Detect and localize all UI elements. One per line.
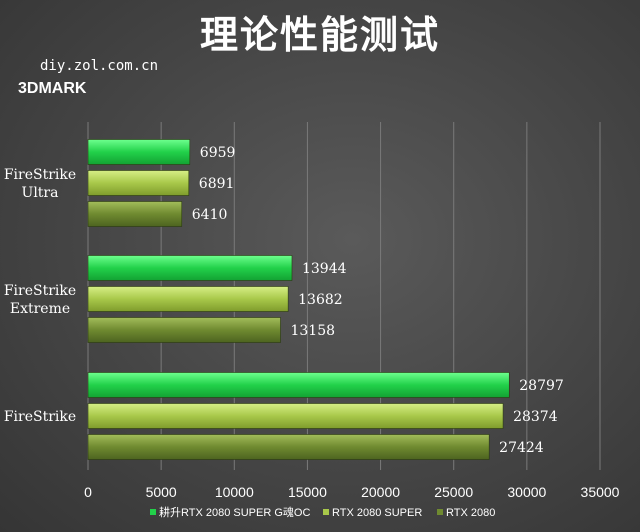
data-label: 6959 — [200, 145, 236, 161]
legend-label: 耕升RTX 2080 SUPER G魂OC — [159, 505, 310, 519]
x-tick-label: 15000 — [288, 484, 327, 500]
category-label: FireStrike Ultra — [4, 167, 76, 201]
category-label: FireStrike — [4, 409, 76, 425]
bar — [87, 372, 510, 398]
site-watermark: diy.zol.com.cn — [40, 58, 159, 74]
legend-label: RTX 2080 SUPER — [332, 507, 422, 519]
bar — [87, 286, 289, 312]
bar — [87, 403, 504, 429]
legend-swatch — [323, 509, 329, 515]
legend-swatch — [437, 509, 443, 515]
data-label: 28797 — [519, 378, 564, 394]
data-label: 6410 — [192, 207, 228, 223]
data-label: 28374 — [513, 409, 558, 425]
x-tick-label: 30000 — [507, 484, 546, 500]
legend-label: RTX 2080 — [446, 507, 495, 519]
benchmark-label: 3DMARK — [18, 80, 87, 97]
bar — [87, 255, 293, 281]
data-label: 6891 — [199, 176, 235, 192]
bar — [87, 201, 183, 227]
data-label: 27424 — [499, 440, 544, 456]
category-label: FireStrike Extreme — [4, 283, 76, 317]
x-tick-label: 35000 — [581, 484, 620, 500]
data-label: 13944 — [302, 261, 347, 277]
data-label: 13158 — [290, 323, 335, 339]
x-tick-label: 5000 — [146, 484, 177, 500]
x-tick-label: 25000 — [434, 484, 473, 500]
x-tick-label: 20000 — [361, 484, 400, 500]
bar — [87, 170, 190, 196]
x-tick-label: 10000 — [215, 484, 254, 500]
page-title: 理论性能测试 — [199, 13, 440, 57]
bar — [87, 139, 191, 165]
data-label: 13682 — [298, 292, 343, 308]
legend-swatch — [150, 509, 156, 515]
bar — [87, 317, 281, 343]
bar — [87, 434, 490, 460]
x-tick-label: 0 — [84, 484, 92, 500]
